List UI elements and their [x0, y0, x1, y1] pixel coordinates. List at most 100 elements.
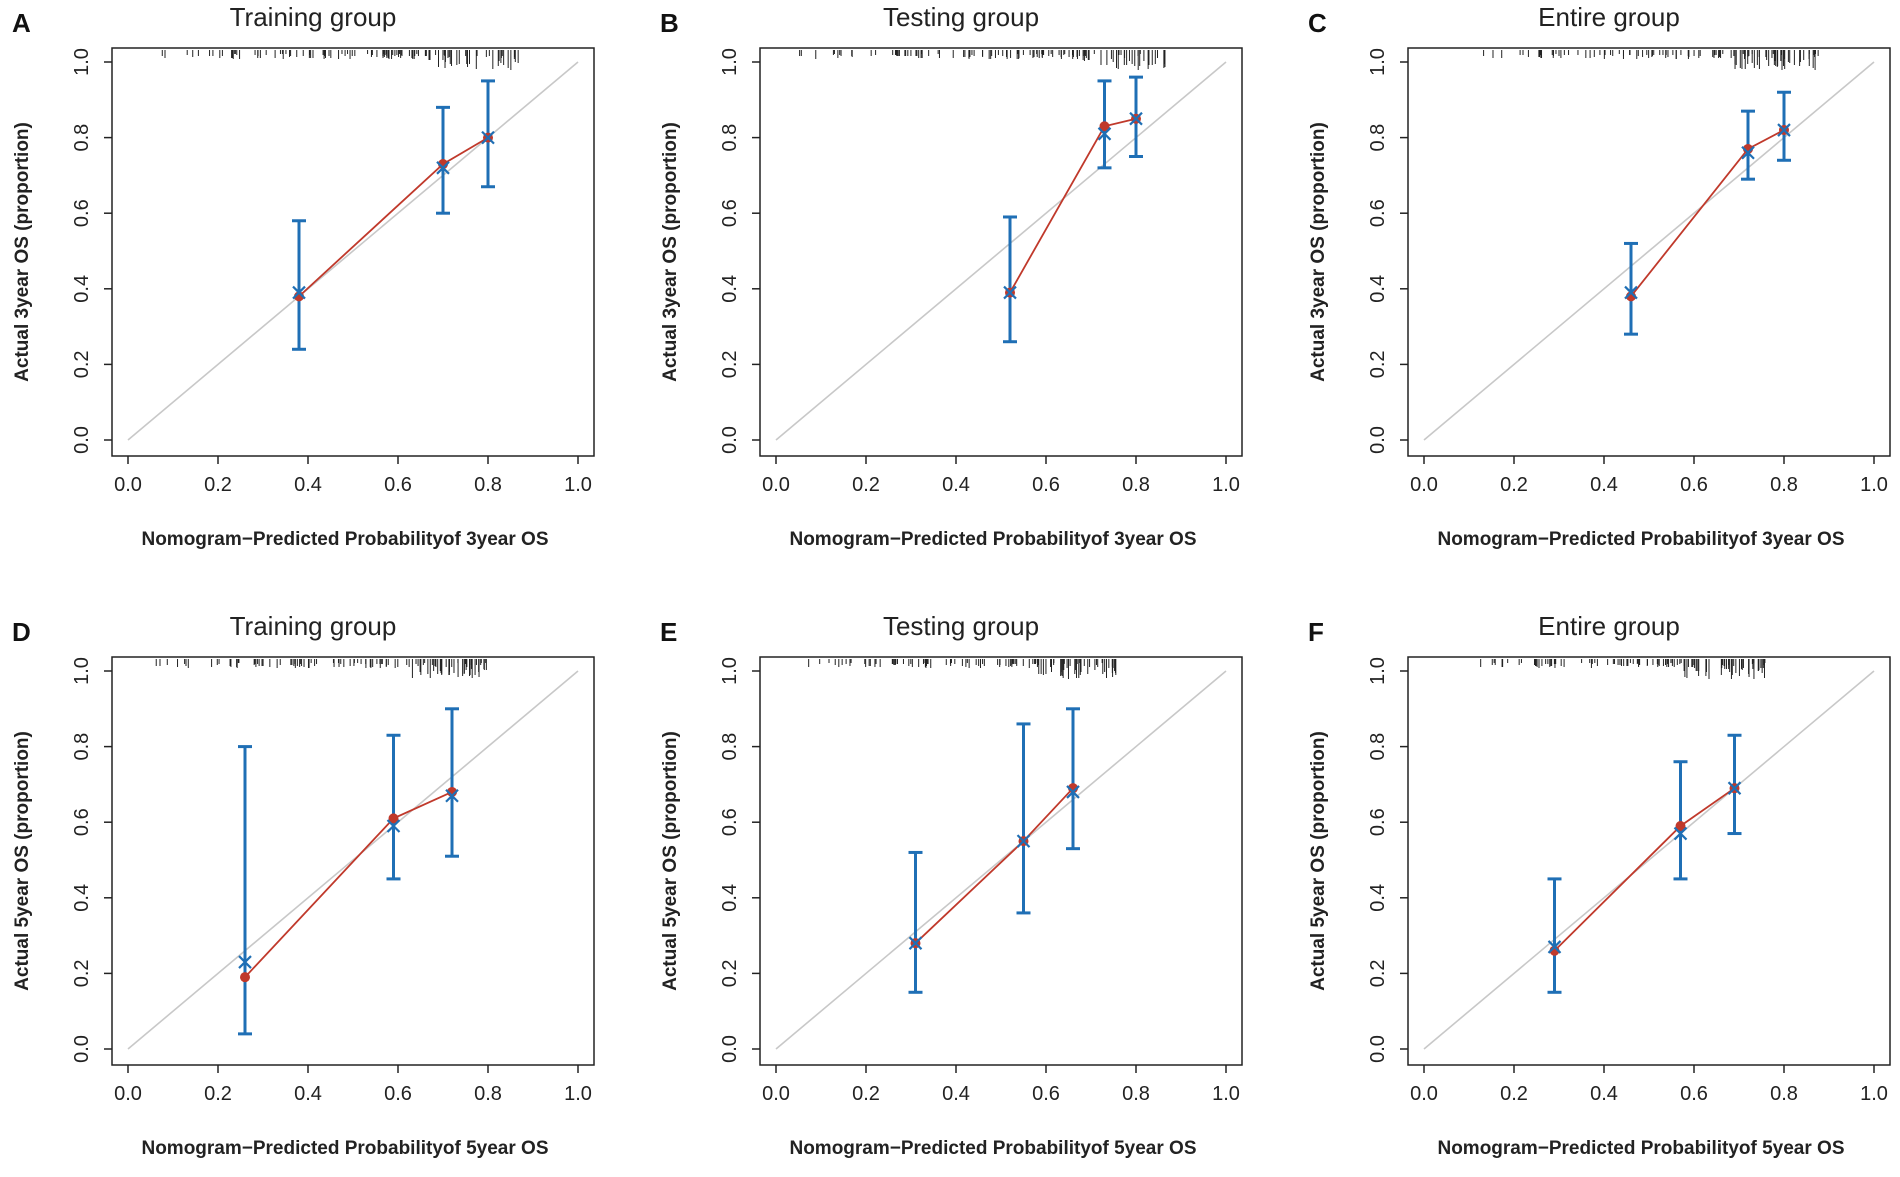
x-tick-label: 0.0: [1410, 1083, 1438, 1105]
x-tick-label: 1.0: [1212, 1083, 1240, 1105]
y-tick-label: 0.4: [719, 884, 741, 912]
x-tick-label: 0.4: [294, 474, 322, 496]
corrected-x-marker: [445, 788, 459, 803]
ideal-diagonal-line: [127, 670, 579, 1050]
corrected-x-marker: [238, 955, 252, 969]
corrected-x-marker: [1097, 127, 1112, 141]
rug-marks: [808, 659, 1117, 679]
x-tick-label: 0.4: [294, 1083, 322, 1105]
y-axis-title: Actual 3year OS (proportion): [12, 122, 33, 382]
y-tick-label: 1.0: [1367, 657, 1389, 685]
y-tick-label: 0.0: [719, 426, 741, 454]
x-tick-label: 0.8: [474, 474, 502, 496]
x-tick-label: 0.8: [1122, 1083, 1150, 1105]
chart-title: Testing group: [883, 611, 1039, 641]
y-axis-title: Actual 5year OS (proportion): [12, 731, 33, 991]
plot-frame: [111, 47, 595, 457]
x-tick-label: 0.6: [1032, 1083, 1060, 1105]
chart-panel-e: E Testing group 0.0 0.2 0.4 0.6 0.8 1.0 0.0 0.2 0.…: [660, 611, 1243, 1159]
x-tick-label: 0.0: [114, 474, 142, 496]
x-tick-label: 0.2: [1500, 1083, 1528, 1105]
y-tick-label: 0.6: [1367, 199, 1389, 227]
panel-label: E: [660, 617, 677, 647]
observed-line: [1630, 129, 1785, 297]
x-tick-label: 1.0: [1212, 474, 1240, 496]
plot-frame: [1407, 47, 1891, 457]
plot-frame: [759, 656, 1243, 1066]
observed-point: [1675, 820, 1686, 831]
chart-panel-a: A Training group 0.0 0.2 0.4 0.6 0.8 1.0 0.0 0.2 0…: [12, 2, 595, 550]
panel-label: C: [1308, 8, 1327, 38]
x-axis-title: Nomogram−Predicted Probabilityof 5year O…: [789, 1138, 1196, 1159]
y-tick-label: 0.8: [1367, 733, 1389, 761]
corrected-x-marker: [1547, 940, 1562, 954]
y-tick-label: 0.6: [719, 199, 741, 227]
y-tick-label: 0.6: [1367, 808, 1389, 836]
x-tick-label: 0.6: [1680, 1083, 1708, 1105]
y-tick-label: 0.4: [71, 275, 93, 303]
rug-marks: [799, 50, 1166, 70]
y-axis-title: Actual 3year OS (proportion): [1308, 122, 1329, 382]
corrected-x-marker: [292, 285, 306, 300]
y-tick-label: 0.2: [719, 350, 741, 378]
panel-label: B: [660, 8, 679, 38]
y-tick-label: 0.4: [719, 275, 741, 303]
observed-line: [244, 791, 453, 978]
y-tick-label: 1.0: [1367, 48, 1389, 76]
plot-frame: [759, 47, 1243, 457]
observed-line: [1553, 787, 1736, 952]
ideal-diagonal-line: [775, 61, 1227, 441]
y-tick-label: 0.2: [719, 959, 741, 987]
corrected-x-marker: [1673, 826, 1688, 841]
x-tick-label: 0.4: [942, 474, 970, 496]
y-tick-label: 1.0: [719, 657, 741, 685]
x-tick-label: 0.0: [1410, 474, 1438, 496]
y-tick-label: 0.2: [71, 959, 93, 987]
chart-title: Training group: [230, 2, 397, 32]
chart-panel-f: F Entire group 0.0 0.2 0.4 0.6 0.8 1.0 0.0 0.2 0.4…: [1308, 611, 1891, 1159]
observed-point: [388, 813, 399, 824]
corrected-x-marker: [1777, 123, 1791, 137]
corrected-x-marker: [481, 130, 495, 145]
y-tick-label: 0.0: [1367, 1035, 1389, 1063]
corrected-x-marker: [908, 936, 923, 950]
plot-frame: [1407, 656, 1891, 1066]
x-tick-label: 0.6: [1032, 474, 1060, 496]
rug-marks: [155, 659, 487, 678]
y-axis-title: Actual 5year OS (proportion): [1308, 731, 1329, 991]
x-tick-label: 0.2: [852, 1083, 880, 1105]
corrected-x-marker: [1003, 285, 1017, 300]
y-tick-label: 1.0: [719, 48, 741, 76]
corrected-x-marker: [436, 161, 450, 175]
chart-panel-b: B Testing group 0.0 0.2 0.4 0.6 0.8 1.0 0.0 0.2 0.…: [660, 2, 1243, 550]
x-tick-label: 0.4: [1590, 474, 1618, 496]
y-tick-label: 0.8: [719, 733, 741, 761]
y-tick-label: 0.2: [1367, 959, 1389, 987]
ideal-diagonal-line: [127, 61, 579, 441]
x-tick-label: 0.6: [384, 1083, 412, 1105]
x-tick-label: 1.0: [1860, 474, 1888, 496]
y-tick-label: 1.0: [71, 657, 93, 685]
x-tick-label: 1.0: [1860, 1083, 1888, 1105]
ideal-diagonal-line: [1423, 61, 1875, 441]
x-tick-label: 0.0: [762, 1083, 790, 1105]
x-tick-label: 0.4: [1590, 1083, 1618, 1105]
corrected-x-marker: [1624, 285, 1638, 300]
chart-panel-c: C Entire group 0.0 0.2 0.4 0.6 0.8 1.0 0.0 0.2 0.4…: [1308, 2, 1891, 550]
x-axis-title: Nomogram−Predicted Probabilityof 5year O…: [141, 1138, 548, 1159]
observed-line: [1009, 117, 1137, 294]
plot-frame: [111, 656, 595, 1066]
x-tick-label: 0.2: [852, 474, 880, 496]
y-tick-label: 0.2: [71, 350, 93, 378]
rug-marks: [1483, 50, 1819, 70]
panel-label: F: [1308, 617, 1324, 647]
x-tick-label: 0.2: [204, 474, 232, 496]
y-tick-label: 0.8: [1367, 124, 1389, 152]
x-tick-label: 0.6: [1680, 474, 1708, 496]
x-tick-label: 0.0: [114, 1083, 142, 1105]
chart-title: Entire group: [1538, 2, 1680, 32]
y-tick-label: 0.8: [71, 733, 93, 761]
y-tick-label: 0.0: [719, 1035, 741, 1063]
observed-point: [1099, 121, 1110, 132]
corrected-x-marker: [1129, 111, 1143, 126]
